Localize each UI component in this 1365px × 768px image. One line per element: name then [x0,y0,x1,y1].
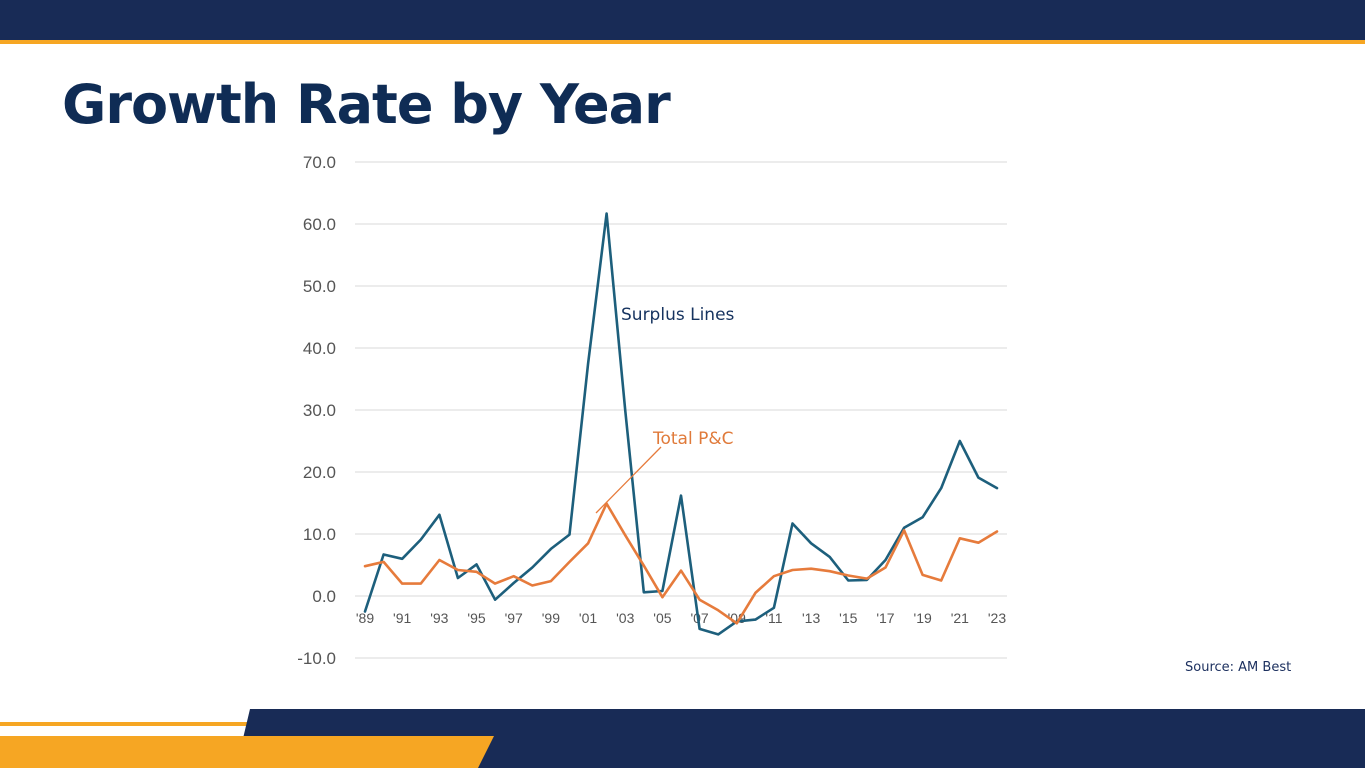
series-line-total-p-c [363,502,999,625]
growth-rate-line-chart: 70.0 60.0 50.0 40.0 30.0 20.0 10.0 0.0 -10.0 '89… [297,153,1007,668]
gridlines [355,161,1007,659]
x-tick-label: '95 [467,610,485,626]
x-tick-label: '03 [616,610,634,626]
x-tick-label: '01 [579,610,597,626]
series-line-surplus-lines [363,212,999,636]
surplus-lines-label: Surplus Lines [621,305,735,325]
y-tick-label: 30.0 [303,401,336,420]
y-tick-label: 10.0 [303,525,336,544]
x-tick-label: '11 [765,610,782,626]
y-tick-label: 0.0 [312,587,336,606]
x-axis-ticks: '89'91'93'95'97'99'01'03'05'07'09'11'13 '… [356,610,1006,626]
footer-orange-block [0,736,494,768]
y-tick-label: -10.0 [297,649,336,668]
x-tick-label: '19 [914,610,932,626]
x-tick-label: '93 [430,610,448,626]
x-tick-label: '23 [988,610,1006,626]
total-pc-leader-line [595,446,662,514]
x-tick-label: '97 [505,610,523,626]
y-axis-ticks: 70.0 60.0 50.0 40.0 30.0 20.0 10.0 0.0 -10.0 [297,153,336,668]
header-accent-stripe [0,40,1365,44]
header-bar [0,0,1365,40]
x-tick-label: '91 [393,610,411,626]
total-pc-label: Total P&C [652,429,733,449]
y-tick-label: 40.0 [303,339,336,358]
y-tick-label: 70.0 [303,153,336,172]
x-tick-label: '89 [356,610,374,626]
x-tick-label: '15 [839,610,857,626]
y-tick-label: 60.0 [303,215,336,234]
x-tick-label: '05 [653,610,671,626]
series-lines [363,212,999,636]
x-tick-label: '21 [951,610,969,626]
footer-thin-stripe [0,722,248,726]
y-tick-label: 20.0 [303,463,336,482]
x-tick-label: '99 [542,610,560,626]
source-note: Source: AM Best [1185,660,1292,675]
y-tick-label: 50.0 [303,277,336,296]
x-tick-label: '13 [802,610,820,626]
x-tick-label: '17 [876,610,894,626]
annotations: Surplus Lines Total P&C [595,305,735,514]
footer-navy-band [236,709,1365,768]
footer-band [0,709,1365,768]
slide-title: Growth Rate by Year [62,73,671,136]
x-tick-label: '07 [690,610,708,626]
